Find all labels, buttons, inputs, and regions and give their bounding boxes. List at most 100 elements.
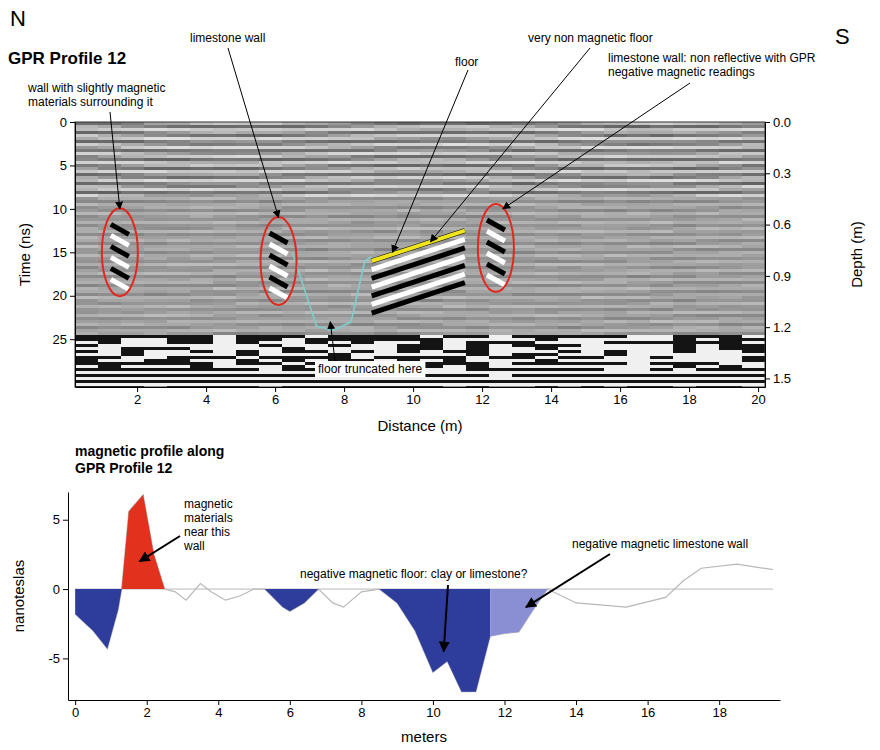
radargram-cell xyxy=(742,215,765,218)
radargram-cell xyxy=(696,191,719,194)
radargram-cell xyxy=(489,128,512,131)
radargram-cell xyxy=(305,245,328,248)
radargram-cell xyxy=(236,125,259,128)
radargram-cell xyxy=(167,230,190,233)
radargram-cell xyxy=(420,173,443,176)
radargram-cell xyxy=(305,164,328,167)
radargram-cell xyxy=(167,284,190,287)
radargram-cell xyxy=(213,125,236,128)
radargram-cell xyxy=(742,245,765,248)
radargram-cell xyxy=(627,170,650,173)
radargram-cell xyxy=(328,221,351,224)
radargram-cell xyxy=(696,134,719,137)
radargram-cell xyxy=(236,320,259,323)
radargram-cell xyxy=(443,176,466,179)
radargram-cell xyxy=(121,236,144,239)
radargram-cell xyxy=(213,155,236,158)
radargram-cell xyxy=(305,320,328,323)
radargram-cell xyxy=(673,260,696,263)
radargram-cell xyxy=(328,155,351,158)
radargram-cell xyxy=(328,149,351,152)
radargram-cell xyxy=(167,266,190,269)
radargram-cell xyxy=(351,137,374,140)
radargram-cell xyxy=(581,245,604,248)
radargram-cell xyxy=(190,311,213,314)
radargram-cell xyxy=(535,227,558,230)
radargram-cell xyxy=(673,182,696,185)
radargram-cell xyxy=(535,206,558,209)
radargram-cell xyxy=(742,317,765,320)
radargram-cell xyxy=(627,194,650,197)
radargram-cell xyxy=(604,233,627,236)
radargram-cell xyxy=(98,170,121,173)
radargram-cell xyxy=(374,188,397,191)
radargram-cell xyxy=(696,221,719,224)
radargram-cell xyxy=(167,242,190,245)
radargram-cell xyxy=(719,212,742,215)
radargram-cell xyxy=(719,242,742,245)
radargram-cell xyxy=(742,284,765,287)
radargram-cell xyxy=(742,197,765,200)
radargram-texture xyxy=(75,122,765,387)
radargram-cell xyxy=(420,317,443,320)
radargram-cell xyxy=(558,311,581,314)
radargram-cell xyxy=(558,284,581,287)
radargram-cell xyxy=(305,191,328,194)
radargram-cell xyxy=(673,212,696,215)
radargram-cell xyxy=(535,164,558,167)
radargram-cell xyxy=(650,239,673,242)
radargram-cell xyxy=(558,245,581,248)
radargram-cell xyxy=(75,125,98,128)
radargram-cell xyxy=(650,146,673,149)
radargram-cell xyxy=(512,161,535,164)
radargram-cell xyxy=(719,215,742,218)
radargram-cell xyxy=(351,212,374,215)
radargram-cell xyxy=(466,191,489,194)
radargram-cell xyxy=(397,224,420,227)
radargram-cell xyxy=(190,134,213,137)
radargram-cell xyxy=(489,161,512,164)
radargram-cell xyxy=(696,149,719,152)
radargram-cell xyxy=(535,278,558,281)
radargram-cell xyxy=(420,170,443,173)
radargram-cell xyxy=(512,236,535,239)
radargram-cell xyxy=(420,308,443,311)
radargram-cell xyxy=(673,248,696,251)
radargram-cell xyxy=(282,149,305,152)
radargram-cell xyxy=(98,176,121,179)
radargram-cell xyxy=(259,206,282,209)
radargram-cell xyxy=(489,140,512,143)
radargram-cell xyxy=(121,269,144,272)
radargram-cell xyxy=(627,293,650,296)
radargram-cell xyxy=(581,242,604,245)
radargram-cell xyxy=(144,188,167,191)
radargram-cell xyxy=(75,143,98,146)
radargram-cell xyxy=(305,239,328,242)
radargram-cell xyxy=(282,125,305,128)
radargram-cell xyxy=(374,218,397,221)
radargram-cell xyxy=(650,314,673,317)
radargram-cell xyxy=(144,275,167,278)
radargram-cell xyxy=(719,308,742,311)
radargram-cell xyxy=(535,251,558,254)
radargram-cell xyxy=(512,302,535,305)
radargram-cell xyxy=(75,209,98,212)
radargram-cell xyxy=(351,173,374,176)
radargram-cell xyxy=(512,215,535,218)
radargram-cell xyxy=(535,128,558,131)
radargram-cell xyxy=(259,212,282,215)
radargram-cell xyxy=(328,125,351,128)
radargram-cell xyxy=(397,164,420,167)
radargram-cell xyxy=(673,140,696,143)
radargram-cell xyxy=(650,152,673,155)
radargram-cell xyxy=(75,239,98,242)
radargram-cell xyxy=(627,278,650,281)
radargram-cell xyxy=(190,224,213,227)
radargram-cell xyxy=(213,146,236,149)
radargram-cell xyxy=(742,272,765,275)
radargram-cell xyxy=(742,230,765,233)
radargram-cell xyxy=(650,251,673,254)
radargram-cell xyxy=(75,227,98,230)
radargram-cell xyxy=(259,224,282,227)
radargram-cell xyxy=(144,278,167,281)
